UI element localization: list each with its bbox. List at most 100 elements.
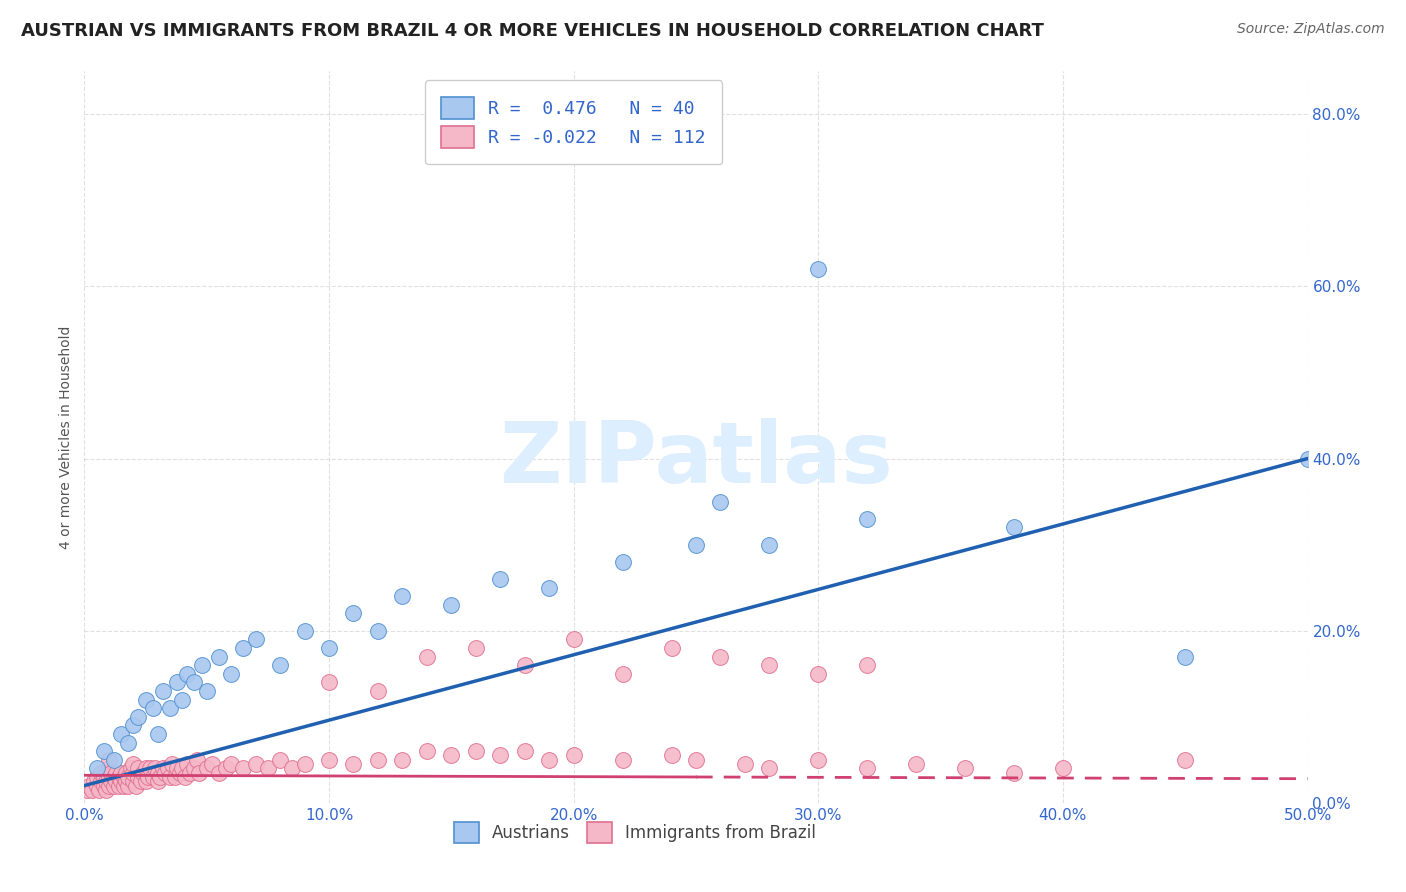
Point — [96, 783, 118, 797]
Point — [195, 761, 218, 775]
Point — [93, 779, 115, 793]
Point — [179, 765, 201, 780]
Point — [612, 666, 634, 681]
Point — [208, 649, 231, 664]
Point — [232, 640, 254, 655]
Point — [294, 757, 316, 772]
Point — [440, 598, 463, 612]
Point — [97, 779, 120, 793]
Point — [105, 774, 128, 789]
Point — [117, 770, 139, 784]
Point — [200, 757, 222, 772]
Point — [172, 692, 194, 706]
Point — [129, 774, 152, 789]
Point — [127, 761, 149, 775]
Point — [105, 765, 128, 780]
Point — [166, 675, 188, 690]
Point — [142, 701, 165, 715]
Point — [562, 748, 585, 763]
Point — [758, 538, 780, 552]
Point — [76, 783, 98, 797]
Point — [612, 555, 634, 569]
Point — [489, 748, 512, 763]
Point — [103, 753, 125, 767]
Point — [166, 761, 188, 775]
Point — [97, 761, 120, 775]
Point — [856, 512, 879, 526]
Point — [176, 666, 198, 681]
Point — [269, 658, 291, 673]
Point — [159, 701, 181, 715]
Point — [169, 765, 191, 780]
Point — [1174, 753, 1197, 767]
Point — [513, 658, 536, 673]
Point — [416, 744, 439, 758]
Point — [162, 757, 184, 772]
Point — [464, 744, 486, 758]
Point — [93, 770, 115, 784]
Point — [110, 774, 132, 789]
Point — [127, 770, 149, 784]
Point — [107, 770, 129, 784]
Point — [96, 774, 118, 789]
Point — [80, 783, 103, 797]
Point — [87, 783, 110, 797]
Point — [856, 761, 879, 775]
Point — [146, 727, 169, 741]
Point — [1052, 761, 1074, 775]
Point — [135, 692, 157, 706]
Point — [1296, 451, 1319, 466]
Point — [153, 765, 176, 780]
Point — [100, 765, 122, 780]
Point — [758, 761, 780, 775]
Y-axis label: 4 or more Vehicles in Household: 4 or more Vehicles in Household — [59, 326, 73, 549]
Point — [83, 774, 105, 789]
Point — [464, 640, 486, 655]
Point — [125, 779, 148, 793]
Point — [195, 684, 218, 698]
Point — [367, 684, 389, 698]
Point — [905, 757, 928, 772]
Point — [183, 761, 205, 775]
Point — [100, 774, 122, 789]
Point — [110, 727, 132, 741]
Point — [122, 718, 145, 732]
Point — [152, 684, 174, 698]
Point — [122, 757, 145, 772]
Point — [173, 770, 195, 784]
Point — [856, 658, 879, 673]
Point — [103, 779, 125, 793]
Point — [90, 774, 112, 789]
Point — [612, 753, 634, 767]
Point — [208, 765, 231, 780]
Point — [86, 779, 108, 793]
Point — [661, 640, 683, 655]
Point — [758, 658, 780, 673]
Point — [115, 765, 138, 780]
Point — [219, 666, 242, 681]
Point — [232, 761, 254, 775]
Point — [156, 761, 179, 775]
Point — [86, 761, 108, 775]
Point — [367, 753, 389, 767]
Point — [115, 774, 138, 789]
Point — [1174, 649, 1197, 664]
Point — [86, 770, 108, 784]
Point — [440, 748, 463, 763]
Point — [391, 589, 413, 603]
Point — [219, 757, 242, 772]
Point — [146, 774, 169, 789]
Point — [139, 761, 162, 775]
Point — [103, 770, 125, 784]
Point — [135, 761, 157, 775]
Point — [159, 770, 181, 784]
Point — [97, 753, 120, 767]
Point — [152, 761, 174, 775]
Point — [342, 757, 364, 772]
Point — [513, 744, 536, 758]
Point — [269, 753, 291, 767]
Point — [77, 779, 100, 793]
Point — [318, 753, 340, 767]
Point — [186, 753, 208, 767]
Point — [953, 761, 976, 775]
